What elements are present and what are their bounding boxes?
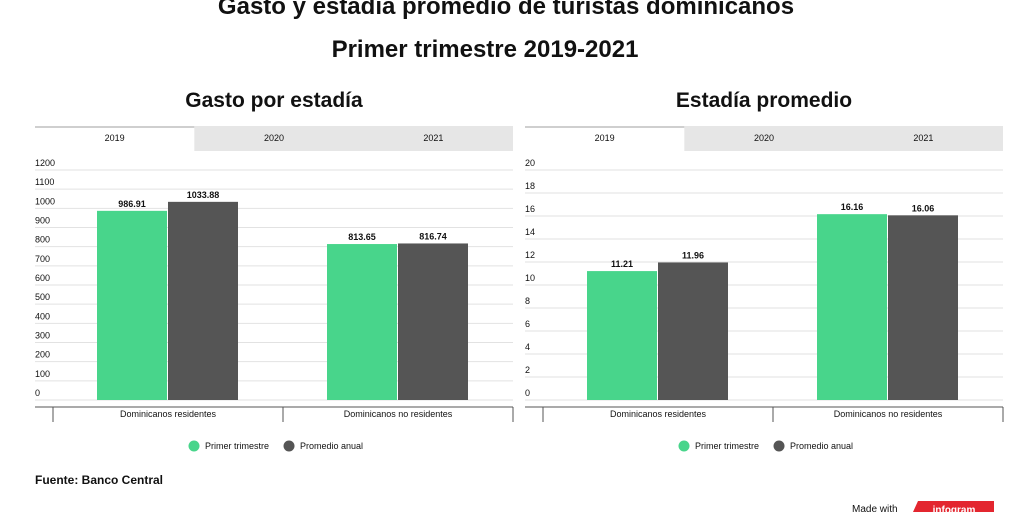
bar — [327, 244, 397, 400]
bar — [658, 262, 728, 400]
value-label: 11.21 — [611, 259, 633, 269]
y-tick-label: 18 — [525, 181, 535, 191]
made-with: Made with — [852, 504, 898, 512]
y-tick-label: 0 — [525, 388, 530, 398]
tab-label[interactable]: 2020 — [754, 133, 774, 143]
y-tick-label: 2 — [525, 365, 530, 375]
legend-marker[interactable] — [283, 440, 295, 452]
tab-label[interactable]: 2020 — [264, 133, 284, 143]
y-tick-label: 1000 — [35, 196, 55, 206]
y-tick-label: 16 — [525, 204, 535, 214]
legend-label[interactable]: Primer trimestre — [695, 441, 759, 451]
x-tick-label: Dominicanos residentes — [610, 409, 707, 419]
y-tick-label: 10 — [525, 273, 535, 283]
tab-label[interactable]: 2021 — [423, 133, 443, 143]
tab-active[interactable] — [525, 126, 685, 151]
value-label: 16.06 — [912, 203, 935, 213]
tab-label[interactable]: 2021 — [913, 133, 933, 143]
legend-marker[interactable] — [188, 440, 200, 452]
y-tick-label: 700 — [35, 254, 50, 264]
bar — [398, 243, 468, 400]
value-label: 11.96 — [682, 250, 704, 260]
y-tick-label: 4 — [525, 342, 530, 352]
y-tick-label: 200 — [35, 350, 50, 360]
value-label: 813.65 — [348, 232, 376, 242]
panel-title: Gasto por estadía — [185, 89, 363, 112]
legend-label[interactable]: Promedio anual — [300, 441, 363, 451]
tab-active[interactable] — [35, 126, 195, 151]
chart-subtitle: Primer trimestre 2019-2021 — [332, 36, 639, 63]
bar — [97, 210, 167, 400]
y-tick-label: 14 — [525, 227, 535, 237]
y-tick-label: 1200 — [35, 158, 55, 168]
panel-title: Estadía promedio — [676, 89, 852, 112]
legend-label[interactable]: Primer trimestre — [205, 441, 269, 451]
y-tick-label: 6 — [525, 319, 530, 329]
bar — [168, 201, 238, 400]
tab-label[interactable]: 2019 — [105, 133, 125, 143]
y-tick-label: 400 — [35, 311, 50, 321]
legend-label[interactable]: Promedio anual — [790, 441, 853, 451]
legend-marker[interactable] — [678, 440, 690, 452]
bar — [817, 214, 887, 400]
value-label: 1033.88 — [187, 190, 220, 200]
source: Fuente: Banco Central — [35, 473, 163, 487]
y-tick-label: 12 — [525, 250, 535, 260]
y-tick-label: 20 — [525, 158, 535, 168]
x-tick-label: Dominicanos no residentes — [834, 409, 943, 419]
y-tick-label: 900 — [35, 216, 50, 226]
bar — [888, 215, 958, 400]
logo[interactable]: infogram — [933, 505, 976, 512]
y-tick-label: 0 — [35, 388, 40, 398]
chart-title: Gasto y estadía promedio de turistas dom… — [218, 0, 794, 20]
x-tick-label: Dominicanos residentes — [120, 409, 217, 419]
logo-badge[interactable] — [913, 501, 994, 512]
x-tick-label: Dominicanos no residentes — [344, 409, 453, 419]
y-tick-label: 1100 — [35, 177, 54, 187]
tab-label[interactable]: 2019 — [595, 133, 615, 143]
bar — [587, 271, 657, 400]
value-label: 816.74 — [419, 231, 447, 241]
y-tick-label: 600 — [35, 273, 50, 283]
value-label: 16.16 — [841, 202, 864, 212]
y-tick-label: 300 — [35, 331, 50, 341]
y-tick-label: 8 — [525, 296, 530, 306]
y-tick-label: 100 — [35, 369, 50, 379]
legend-marker[interactable] — [773, 440, 785, 452]
y-tick-label: 500 — [35, 292, 50, 302]
y-tick-label: 800 — [35, 235, 50, 245]
value-label: 986.91 — [118, 199, 146, 209]
